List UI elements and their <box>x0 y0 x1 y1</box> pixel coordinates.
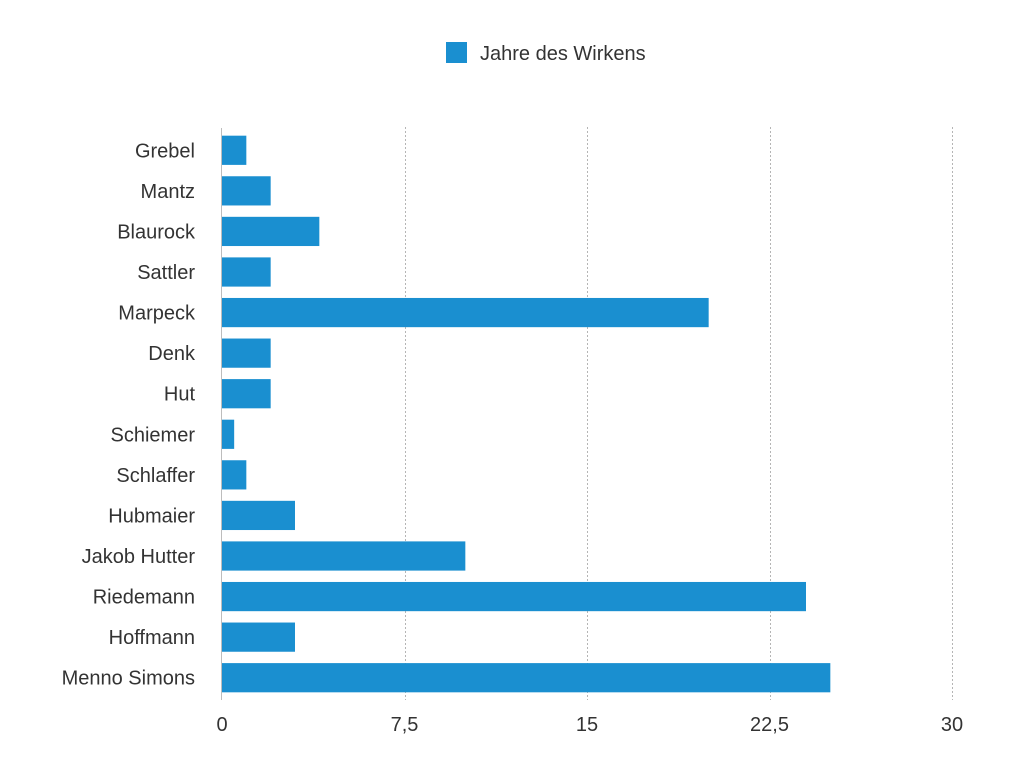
legend-swatch <box>446 42 467 63</box>
bar <box>222 419 235 449</box>
bar <box>222 541 466 571</box>
category-label: Schlaffer <box>116 465 195 487</box>
bar <box>222 297 709 328</box>
x-tick-label: 22,5 <box>750 714 789 736</box>
category-labels: Grebel Mantz Blaurock Sattler Marpeck Denk Hut… <box>62 140 196 689</box>
x-tick-label: 30 <box>941 714 963 736</box>
bar <box>222 460 247 490</box>
x-tick-label: 0 <box>216 714 227 736</box>
bar <box>222 216 320 247</box>
category-label: Grebel <box>135 140 195 162</box>
legend: Jahre des Wirkens <box>446 42 646 65</box>
bar <box>222 176 271 206</box>
category-label: Jakob Hutter <box>82 546 196 568</box>
category-label: Riedemann <box>93 587 195 609</box>
category-label: Hut <box>164 384 196 406</box>
category-label: Denk <box>148 343 196 365</box>
category-label: Menno Simons <box>62 668 195 690</box>
category-label: Marpeck <box>118 303 196 325</box>
category-label: Sattler <box>137 262 195 284</box>
bar <box>222 500 295 531</box>
bars <box>222 135 831 693</box>
bar <box>222 135 247 165</box>
bar <box>222 379 271 409</box>
category-label: Mantz <box>141 181 195 203</box>
bar <box>222 622 295 652</box>
category-label: Hoffmann <box>109 627 195 649</box>
category-label: Blaurock <box>117 221 196 243</box>
bar <box>222 257 271 287</box>
bar <box>222 338 271 368</box>
category-label: Schiemer <box>111 424 196 446</box>
x-tick-label: 7,5 <box>391 714 419 736</box>
category-label: Hubmaier <box>108 505 195 527</box>
legend-label: Jahre des Wirkens <box>480 43 646 65</box>
bar <box>222 663 831 693</box>
bar <box>222 581 806 612</box>
x-tick-label: 15 <box>576 714 598 736</box>
x-axis-tick-labels: 0 7,5 15 22,5 30 <box>216 714 963 736</box>
gridlines <box>405 127 953 700</box>
